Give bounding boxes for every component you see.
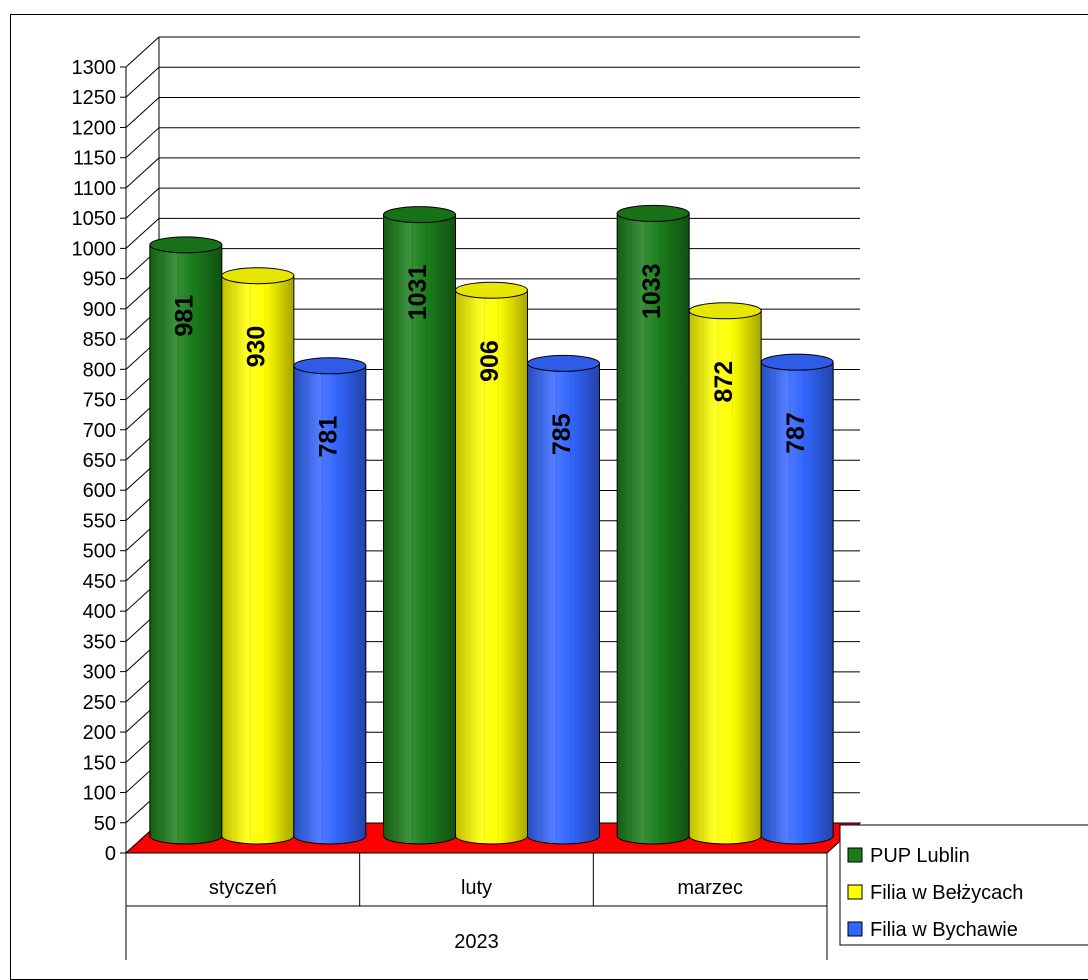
- bar-top: [293, 357, 367, 375]
- gridline-diagonal: [125, 127, 160, 159]
- y-tick-label: 600: [83, 480, 116, 502]
- legend-swatch: [847, 847, 863, 863]
- bar: [527, 354, 600, 845]
- y-tick-label: 0: [105, 843, 116, 865]
- y-tick-label: 450: [83, 571, 116, 593]
- bar: [383, 206, 456, 845]
- bar-body: [688, 310, 762, 845]
- y-tick-label: 1250: [72, 87, 117, 109]
- bar-body: [760, 361, 834, 845]
- y-tick-label: 1000: [72, 238, 117, 260]
- bar-body: [293, 365, 367, 845]
- y-tick-label: 550: [83, 510, 116, 532]
- y-tick-label: 200: [83, 722, 116, 744]
- y-tick-label: 800: [83, 359, 116, 381]
- data-label: 1033: [638, 263, 666, 319]
- legend-swatch: [847, 921, 863, 937]
- data-label: 872: [710, 361, 738, 403]
- bar-top: [760, 353, 834, 371]
- y-tick-label: 750: [83, 390, 116, 412]
- bar-body: [616, 212, 690, 845]
- y-tick-label: 500: [83, 541, 116, 563]
- gridline-diagonal: [125, 157, 160, 189]
- bar: [221, 267, 295, 845]
- category-label: luty: [461, 877, 492, 899]
- gridline-diagonal: [125, 97, 160, 128]
- bar-top: [221, 267, 295, 285]
- legend-swatch: [847, 884, 863, 900]
- data-label: 781: [314, 416, 342, 458]
- y-tick-label: 50: [94, 813, 116, 835]
- legend-label: Filia w Bychawie: [870, 919, 1018, 941]
- y-tick-label: 1300: [72, 57, 117, 79]
- data-label: 1031: [404, 265, 432, 321]
- gridline-diagonal: [125, 187, 160, 219]
- y-tick-label: 700: [83, 420, 116, 442]
- legend: PUP Lublin Filia w Bełżycach Filia w Bycha…: [839, 824, 1088, 946]
- data-label: 785: [548, 413, 576, 455]
- y-tick-label: 1050: [72, 208, 117, 230]
- bar-body: [527, 362, 600, 845]
- category-label: styczeń: [209, 877, 277, 899]
- bars: [149, 204, 834, 845]
- bar: [149, 236, 223, 845]
- y-tick-label: 350: [83, 631, 116, 653]
- bar: [688, 302, 762, 845]
- y-tick-label: 400: [83, 601, 116, 623]
- bar-top: [688, 302, 762, 320]
- y-tick-label: 150: [83, 752, 116, 774]
- gridline-diagonal: [125, 66, 160, 98]
- category-axis: styczeń luty marzec 2023: [125, 852, 828, 960]
- bar-top: [149, 236, 223, 254]
- bar-body: [149, 244, 223, 845]
- data-label: 930: [242, 326, 270, 368]
- bar-top: [455, 281, 528, 299]
- y-tick-label: 1200: [72, 117, 117, 139]
- bar-body: [455, 289, 528, 845]
- data-label: 906: [476, 340, 504, 382]
- legend-label: Filia w Bełżycach: [870, 882, 1023, 904]
- y-tick-label: 300: [83, 662, 116, 684]
- bar-top: [616, 204, 690, 222]
- bar: [760, 353, 834, 845]
- gridline-diagonal: [125, 218, 160, 249]
- y-tick-label: 1100: [73, 178, 116, 200]
- legend-box: [839, 824, 1088, 946]
- y-tick-label: 900: [83, 299, 116, 321]
- y-tick-label: 100: [83, 783, 116, 805]
- group-label: 2023: [454, 931, 499, 953]
- bar-top: [383, 206, 456, 224]
- y-tick-label: 1150: [73, 148, 116, 170]
- bar-top: [527, 354, 600, 372]
- bar-body: [383, 214, 456, 845]
- y-tick-label: 850: [83, 329, 116, 351]
- y-tick-label: 950: [83, 269, 116, 291]
- y-tick-label: 250: [83, 692, 116, 714]
- data-label: 787: [782, 412, 810, 454]
- bar: [293, 357, 367, 845]
- data-label: 981: [170, 295, 198, 337]
- bar: [616, 204, 690, 845]
- bar: [455, 281, 528, 845]
- bar-body: [221, 275, 295, 845]
- legend-label: PUP Lublin: [870, 845, 970, 867]
- category-label: marzec: [677, 877, 743, 899]
- y-tick-label: 650: [83, 450, 116, 472]
- gridline-diagonal: [125, 36, 160, 68]
- y-axis-ticks: 0 50 100 150 200 250 300 350 400 450 500 550 600 650 7…: [72, 57, 126, 865]
- data-labels: 981 930 781 1031 906 785 1033 872 787: [170, 263, 809, 457]
